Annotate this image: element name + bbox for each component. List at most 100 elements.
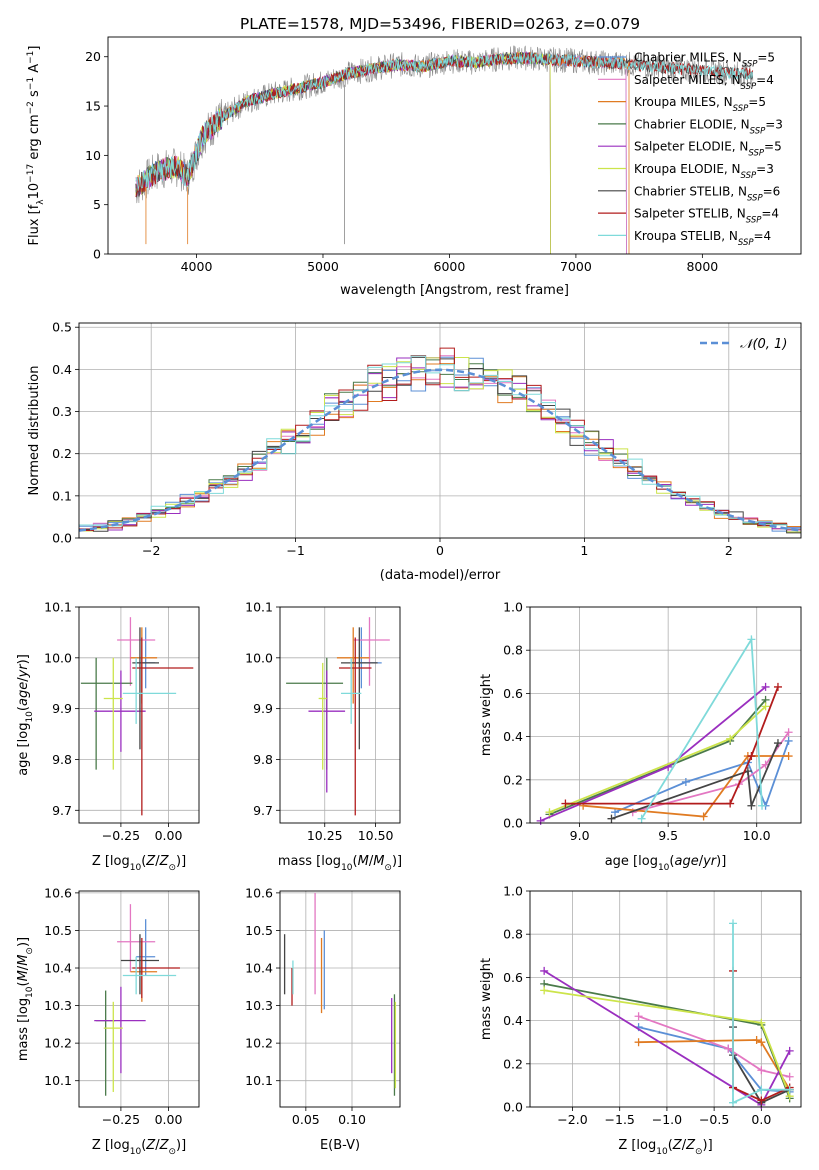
label-part: A <box>27 64 42 77</box>
mw-kroupa-stelib-marker <box>785 1085 794 1094</box>
x-tick-label: 0 <box>436 543 444 558</box>
axes-frame <box>529 606 802 824</box>
axes-frame <box>78 322 802 539</box>
y-tick-label: 0.8 <box>503 643 523 658</box>
mw-chabrier-stelib-marker <box>747 801 756 810</box>
label-part: / <box>16 965 31 970</box>
label-part: )] <box>176 1138 186 1153</box>
x-tick-label: −2.0 <box>557 1112 587 1127</box>
y-tick-label: 10.1 <box>245 600 273 615</box>
label-part: 10 <box>27 183 42 200</box>
y-tick-label: 0.4 <box>52 362 72 377</box>
x-tick-label: 0.00 <box>155 828 183 843</box>
label-part: ] <box>27 46 42 51</box>
residuals-axes: −2 −1 0 1 2 0.0 0.1 0.2 0.3 0.4 0.5 𝒩(0, 1) (data-mo… <box>27 320 802 583</box>
x-axis-label: mass [log10(M/M⊙)] <box>278 854 402 873</box>
label-part: / <box>155 854 160 869</box>
legend-subscript: SSP <box>738 238 754 248</box>
y-tick-label: 0.0 <box>52 531 72 546</box>
legend-tail: =3 <box>756 162 774 176</box>
y-tick-label: 0.8 <box>503 927 523 942</box>
label-part: )] <box>16 937 31 947</box>
y-tick-label: 10.5 <box>44 923 72 938</box>
label-part: ( <box>669 854 674 869</box>
label-part: ( <box>141 1138 146 1153</box>
legend-kroupa-elodie-label: Kroupa ELODIE, NSSP=3 <box>634 162 774 181</box>
x-tick-label: 0.00 <box>155 1112 183 1127</box>
x-tick-label: 5000 <box>307 259 339 274</box>
x-tick-label: 1 <box>580 543 588 558</box>
label-part: ⊙ <box>168 1147 176 1157</box>
y-tick-label: 9.9 <box>253 701 273 716</box>
y-tick-label: 10.6 <box>245 885 273 900</box>
legend-chabrier-stelib-label: Chabrier STELIB, NSSP=6 <box>634 184 780 203</box>
x-tick-label: −2 <box>142 543 160 558</box>
axes-frame <box>78 890 200 1108</box>
normal-curve-line <box>78 368 802 532</box>
legend-subscript: SSP <box>750 126 766 136</box>
label-part: mass [log <box>278 854 341 869</box>
mw-salpeter-stelib-marker <box>726 799 735 808</box>
label-part: Z <box>159 1138 170 1153</box>
mw-salpeter-elodie-marker <box>536 816 545 825</box>
axes-frame <box>279 606 401 824</box>
legend-subscript: SSP <box>746 216 762 226</box>
mw-salpeter-miles-line <box>632 731 790 814</box>
mw-salpeter-stelib-marker <box>561 799 570 808</box>
mw-kroupa-stelib-marker <box>729 919 738 928</box>
label-part: )] <box>16 654 31 664</box>
legend-kroupa-stelib-label: Kroupa STELIB, NSSP=4 <box>634 229 771 248</box>
y-tick-label: 9.9 <box>52 701 72 716</box>
mw-kroupa-stelib-line <box>732 923 790 1105</box>
label-part: ( <box>668 1138 673 1153</box>
mw-kroupa-elodie-marker <box>757 1018 766 1027</box>
x-tick-label: 9.0 <box>570 828 590 843</box>
label-part: 10 <box>130 1147 142 1157</box>
mw-chabrier-stelib-marker <box>773 739 782 748</box>
mw-chabrier-miles-marker <box>681 777 690 786</box>
x-axis-label: Z [log10(Z/Z⊙)] <box>92 854 186 873</box>
y-axis-label: Flux [fλ10−17 erg cm−2 s−1 A−1] <box>26 46 46 246</box>
label-part: Z <box>685 1138 696 1153</box>
y-tick-label: 10.1 <box>44 600 72 615</box>
y-axis-label: Normed distribution <box>27 366 42 496</box>
x-tick-label: 9.5 <box>658 828 678 843</box>
mw-chabrier-stelib-marker <box>607 814 616 823</box>
mw-kroupa-stelib-line <box>640 636 763 820</box>
y-axis-label: mass [log10(M/M⊙)] <box>16 937 35 1061</box>
mw-kroupa-elodie-marker <box>726 734 735 743</box>
x-tick-label: −0.25 <box>102 828 140 843</box>
mw-chabrier-stelib-line <box>611 742 779 820</box>
legend-chabrier-elodie-label: Chabrier ELODIE, NSSP=3 <box>634 117 783 136</box>
y-tick-label: 0.6 <box>503 970 523 985</box>
mw-kroupa-miles-line <box>583 755 789 818</box>
y-tick-label: 10 <box>85 148 101 163</box>
label-part: / <box>699 854 704 869</box>
mw-salpeter-stelib-marker <box>757 1096 766 1105</box>
legend-kroupa-miles-label: Kroupa MILES, NSSP=5 <box>634 95 766 114</box>
y-tick-label: 0.4 <box>503 1013 523 1028</box>
x-tick-label: 6000 <box>434 259 466 274</box>
label-part: ⊙ <box>695 1147 703 1157</box>
legend-salpeter-stelib-label: Salpeter STELIB, NSSP=4 <box>634 207 779 226</box>
x-tick-label: −0.25 <box>102 1112 140 1127</box>
label-part: M <box>373 854 384 869</box>
y-axis-label: mass weight <box>479 674 494 756</box>
mw-salpeter-stelib-marker <box>747 752 756 761</box>
label-part: Z [log <box>92 1138 130 1153</box>
legend-subscript: SSP <box>742 60 758 70</box>
legend-tail: =5 <box>764 140 782 154</box>
y-tick-label: 10.0 <box>245 650 273 665</box>
label-part: 10 <box>130 863 142 873</box>
legend-tail: =4 <box>754 229 772 243</box>
mw-kroupa-elodie-marker <box>545 808 554 817</box>
label-part: Z <box>159 854 170 869</box>
label-part: Z <box>672 1138 683 1153</box>
label-part: ⊙ <box>384 863 392 873</box>
mw-kroupa-stelib-marker <box>747 635 756 644</box>
label-part: mass [log <box>16 998 31 1061</box>
mw-kroupa-miles-marker <box>699 812 708 821</box>
y-tick-label: 0.0 <box>503 1100 523 1115</box>
